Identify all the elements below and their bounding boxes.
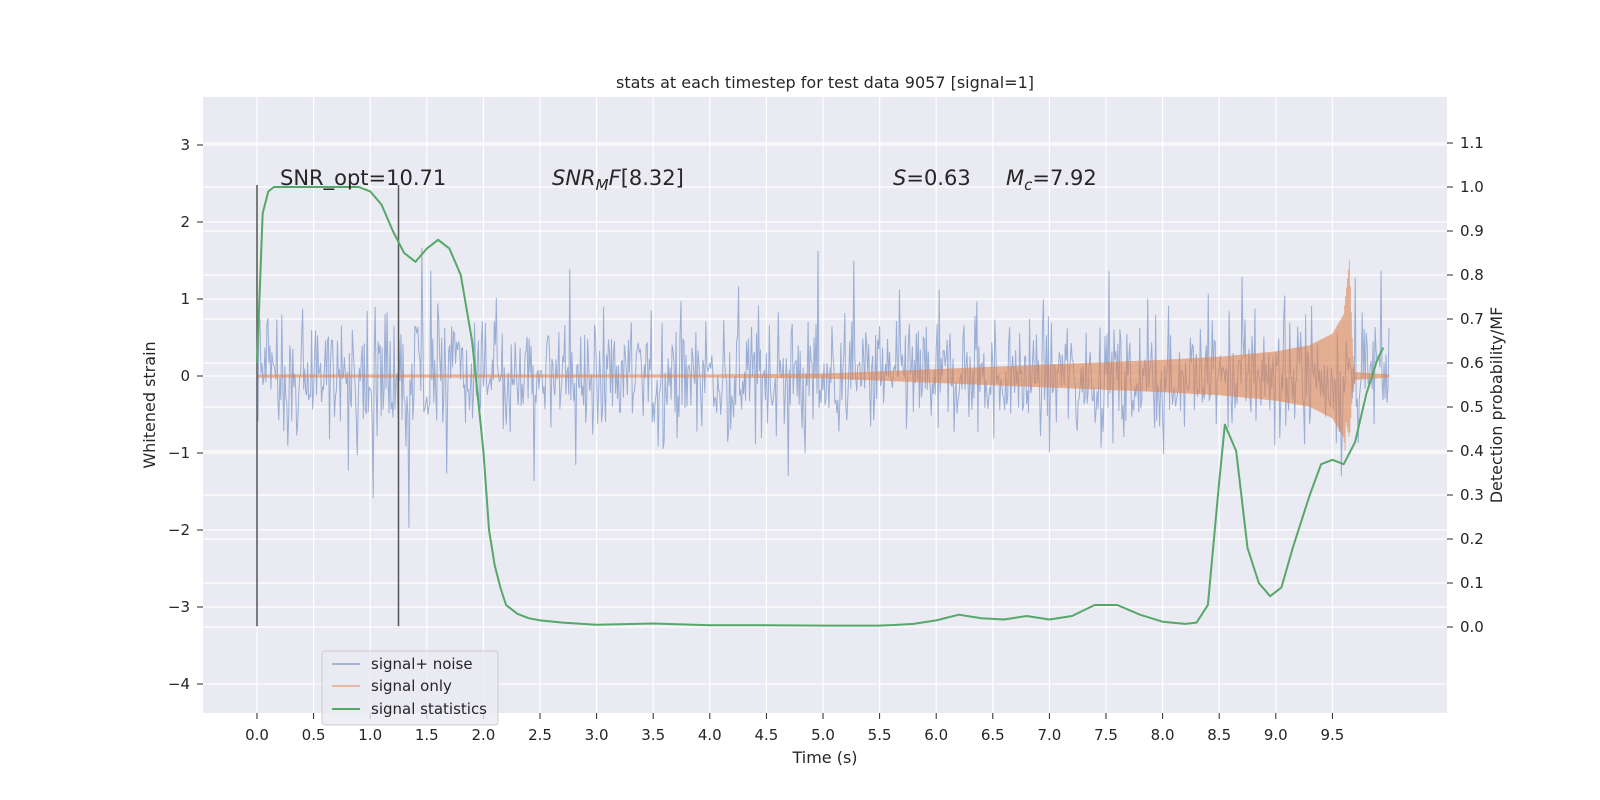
y2-tick-label: 0.5: [1460, 398, 1484, 416]
x-tick-label: 6.0: [924, 726, 948, 744]
y-tick-label: 1: [180, 290, 190, 308]
x-tick-label: 2.0: [471, 726, 495, 744]
y2-tick-label: 1.0: [1460, 178, 1484, 196]
y2-tick-label: 0.7: [1460, 310, 1484, 328]
y2-tick-label: 0.9: [1460, 222, 1484, 240]
y2-axis-label: Detection probability/MF: [1487, 307, 1506, 504]
y2-tick-label: 0.8: [1460, 266, 1484, 284]
signal-only-line: [256, 260, 1390, 452]
series-signal-only: [256, 260, 1390, 452]
y2-gridlines: [203, 142, 1447, 628]
annotation-mc-value: =7.92: [1032, 166, 1096, 190]
y2-tick-label: 0.2: [1460, 530, 1484, 548]
y2-axis-ticks: 1.1 1.0 0.9 0.8 0.7 0.6 0.5 0.4 0.3 0.2 0.1 0.0: [1447, 134, 1484, 636]
y-axis-ticks: 3 2 1 0 −1 −2 −3 −4: [168, 136, 203, 693]
legend-label-signal-only: signal only: [371, 677, 452, 695]
chart-title: stats at each timestep for test data 905…: [616, 73, 1034, 92]
legend-label-signal-noise: signal+ noise: [371, 655, 473, 673]
y-tick-label: −1: [168, 444, 190, 462]
x-tick-label: 8.5: [1207, 726, 1231, 744]
legend: signal+ noise signal only signal statist…: [321, 650, 499, 726]
y2-tick-label: 0.0: [1460, 618, 1484, 636]
y-tick-label: 3: [180, 136, 190, 154]
x-axis-ticks: 0.0 0.5 1.0 1.5 2.0 2.5 3.0 3.5 4.0 4.5 5.0 5.5 6.0 6…: [245, 713, 1344, 744]
y2-tick-label: 0.3: [1460, 486, 1484, 504]
x-tick-label: 5.0: [811, 726, 835, 744]
y-tick-label: 0: [180, 367, 190, 385]
y-tick-label: −3: [168, 598, 190, 616]
x-tick-label: 5.5: [868, 726, 892, 744]
legend-box: [321, 650, 499, 726]
annotation-snr-mf-value: [8.32]: [621, 166, 684, 190]
plot-area: [203, 97, 1447, 713]
x-tick-label: 7.0: [1037, 726, 1061, 744]
x-tick-label: 9.0: [1264, 726, 1288, 744]
x-tick-label: 8.0: [1151, 726, 1175, 744]
x-tick-label: 1.0: [358, 726, 382, 744]
series-signal-statistics: [256, 186, 1385, 627]
x-tick-label: 7.5: [1094, 726, 1118, 744]
y-axis-label: Whitened strain: [140, 341, 159, 468]
y2-tick-label: 0.4: [1460, 442, 1484, 460]
annotation-mc: Mc=7.92: [1006, 166, 1097, 194]
x-tick-label: 1.5: [415, 726, 439, 744]
x-tick-label: 4.5: [754, 726, 778, 744]
y-tick-label: −2: [168, 521, 190, 539]
y2-tick-label: 0.6: [1460, 354, 1484, 372]
x-tick-label: 0.0: [245, 726, 269, 744]
x-tick-label: 9.5: [1320, 726, 1344, 744]
annotation-s: S=0.63: [893, 166, 971, 190]
y-tick-label: −4: [168, 675, 190, 693]
annotation-snr-mf: SNRMF[8.32]: [552, 166, 684, 194]
x-axis-label: Time (s): [791, 748, 857, 767]
vertical-markers: [256, 185, 400, 627]
x-tick-label: 4.0: [698, 726, 722, 744]
x-tick-label: 2.5: [528, 726, 552, 744]
y-tick-label: 2: [180, 213, 190, 231]
x-tick-label: 6.5: [981, 726, 1005, 744]
x-tick-label: 3.5: [641, 726, 665, 744]
signal-statistics-line: [256, 186, 1385, 627]
legend-label-signal-statistics: signal statistics: [371, 700, 487, 718]
x-tick-label: 0.5: [302, 726, 326, 744]
annotation-s-value: =0.63: [906, 166, 970, 190]
y2-tick-label: 0.1: [1460, 574, 1484, 592]
y2-tick-label: 1.1: [1460, 134, 1484, 152]
x-tick-label: 3.0: [585, 726, 609, 744]
annotation-snr-opt: SNR_opt=10.71: [280, 166, 446, 191]
